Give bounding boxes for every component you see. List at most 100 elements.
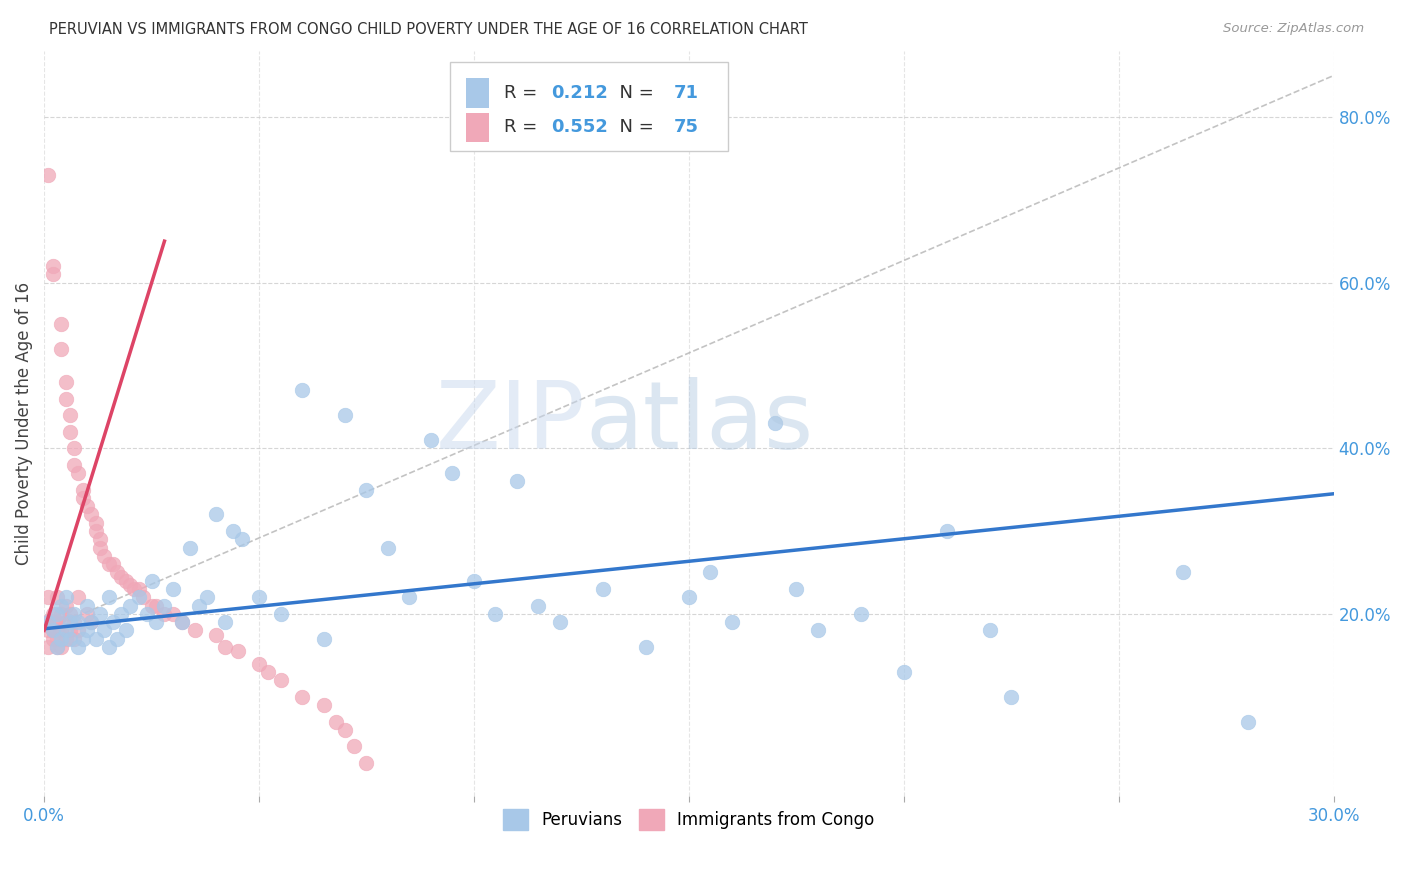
Point <box>484 607 506 621</box>
Point <box>807 624 830 638</box>
Point <box>110 569 132 583</box>
Point <box>46 615 69 629</box>
Text: N =: N = <box>607 119 659 136</box>
Point <box>291 384 314 398</box>
Point <box>35 615 58 629</box>
Point <box>114 624 136 638</box>
Point <box>187 599 209 613</box>
Point <box>141 574 163 588</box>
Point <box>141 599 163 613</box>
Point <box>67 466 90 480</box>
Point <box>72 491 94 505</box>
Point <box>105 632 128 646</box>
Point <box>247 657 270 671</box>
Point <box>80 508 103 522</box>
Point <box>136 607 159 621</box>
Point <box>67 615 90 629</box>
Point <box>55 632 77 646</box>
Point <box>785 582 807 596</box>
Point <box>59 624 82 638</box>
Point <box>55 599 77 613</box>
Point <box>205 508 228 522</box>
Point <box>548 615 571 629</box>
Point <box>183 624 205 638</box>
Text: ZIP: ZIP <box>436 377 586 469</box>
Point <box>46 632 69 646</box>
Point <box>55 591 77 605</box>
Point <box>441 466 464 480</box>
Point <box>55 375 77 389</box>
Point <box>37 168 59 182</box>
FancyBboxPatch shape <box>450 62 727 152</box>
Point <box>270 673 292 687</box>
Point <box>76 607 98 621</box>
Point <box>197 591 219 605</box>
Point <box>46 607 69 621</box>
Point <box>72 483 94 497</box>
Text: PERUVIAN VS IMMIGRANTS FROM CONGO CHILD POVERTY UNDER THE AGE OF 16 CORRELATION : PERUVIAN VS IMMIGRANTS FROM CONGO CHILD … <box>49 22 808 37</box>
Point <box>128 582 150 596</box>
Point <box>153 599 176 613</box>
Point <box>76 599 98 613</box>
Point <box>291 690 314 704</box>
Point <box>170 615 193 629</box>
Y-axis label: Child Poverty Under the Age of 16: Child Poverty Under the Age of 16 <box>15 282 32 565</box>
Point <box>80 615 103 629</box>
Point <box>84 524 107 538</box>
Point <box>132 591 155 605</box>
Point <box>763 417 786 431</box>
Point <box>51 632 73 646</box>
Text: 75: 75 <box>673 119 699 136</box>
Point <box>506 475 529 489</box>
Point <box>1000 690 1022 704</box>
Point <box>205 627 228 641</box>
Point <box>226 644 249 658</box>
Point <box>41 624 63 638</box>
Point <box>37 624 59 638</box>
Point <box>76 624 98 638</box>
Point <box>935 524 957 538</box>
Point <box>63 615 86 629</box>
Point <box>270 607 292 621</box>
FancyBboxPatch shape <box>465 112 489 143</box>
Point <box>67 591 90 605</box>
Legend: Peruvians, Immigrants from Congo: Peruvians, Immigrants from Congo <box>496 803 882 836</box>
Point <box>51 607 73 621</box>
Point <box>67 624 90 638</box>
Point <box>37 591 59 605</box>
FancyBboxPatch shape <box>465 78 489 108</box>
Point <box>325 714 347 729</box>
Point <box>101 557 124 571</box>
Point <box>89 607 111 621</box>
Point <box>124 582 146 596</box>
Point <box>162 582 184 596</box>
Point <box>59 607 82 621</box>
Point <box>1173 566 1195 580</box>
Point <box>51 342 73 356</box>
Point <box>63 607 86 621</box>
Point <box>214 615 236 629</box>
Point <box>231 533 253 547</box>
Point <box>312 632 335 646</box>
Point <box>97 591 120 605</box>
Point <box>420 433 443 447</box>
Point <box>41 615 63 629</box>
Point <box>398 591 420 605</box>
Point <box>51 624 73 638</box>
Point <box>97 640 120 654</box>
Text: R =: R = <box>505 84 544 103</box>
Point <box>114 574 136 588</box>
Point <box>80 615 103 629</box>
Point <box>634 640 657 654</box>
Point <box>170 615 193 629</box>
Point <box>356 756 378 770</box>
Point <box>849 607 872 621</box>
Text: 71: 71 <box>673 84 699 103</box>
Point <box>59 632 82 646</box>
Point <box>110 607 132 621</box>
Point <box>55 624 77 638</box>
Point <box>93 549 115 563</box>
Point <box>333 408 356 422</box>
Point <box>84 632 107 646</box>
Point <box>55 615 77 629</box>
